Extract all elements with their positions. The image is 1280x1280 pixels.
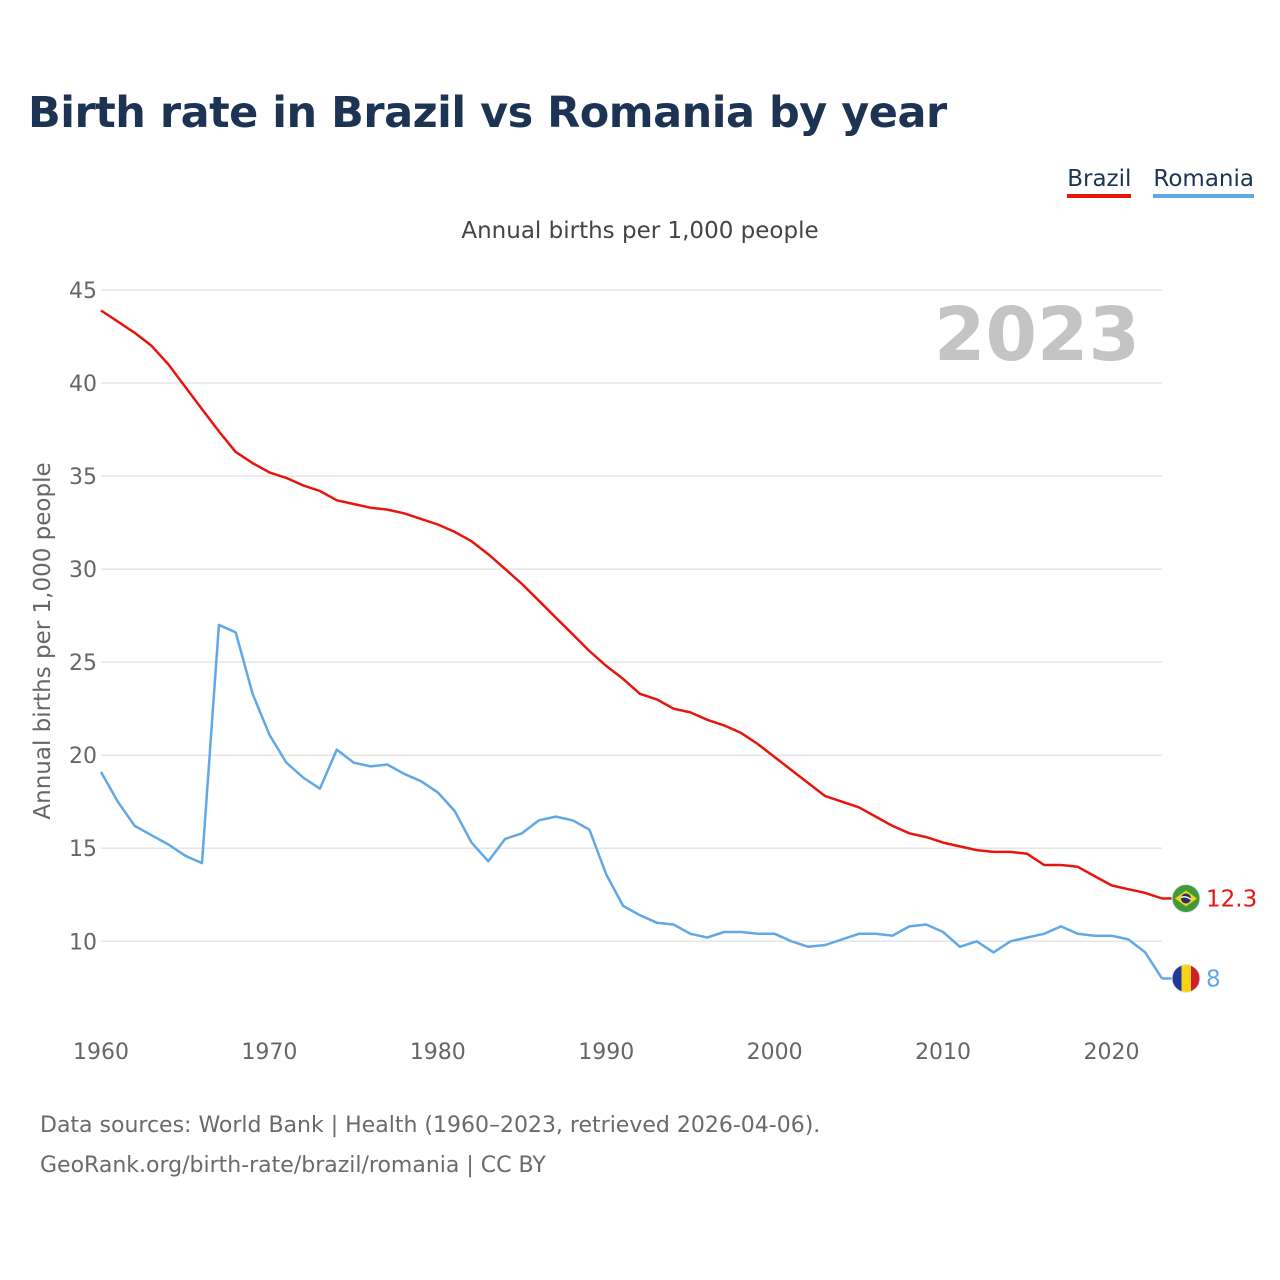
chart-title: Birth rate in Brazil vs Romania by year — [28, 88, 947, 138]
end-value-label-romania: 8 — [1206, 966, 1221, 992]
legend-item-romania[interactable]: Romania — [1153, 166, 1254, 198]
x-tick-label-1990: 1990 — [578, 1040, 634, 1065]
romania-flag-icon — [1171, 963, 1201, 993]
x-tick-label-2020: 2020 — [1083, 1040, 1139, 1065]
legend: Brazil Romania — [1067, 166, 1254, 198]
y-tick-label-15: 15 — [69, 837, 97, 862]
y-tick-label-40: 40 — [69, 372, 97, 397]
series-lines — [99, 309, 1164, 980]
y-axis-ticks: 10 15 20 25 30 35 40 45 — [69, 279, 97, 955]
series-line-brazil[interactable] — [100, 309, 1163, 900]
brazil-flag-icon — [1171, 883, 1201, 913]
year-watermark: 2023 — [934, 292, 1140, 378]
chart-subtitle: Annual births per 1,000 people — [461, 218, 819, 244]
x-tick-label-1960: 1960 — [73, 1040, 129, 1065]
y-axis-label: Annual births per 1,000 people — [30, 462, 56, 819]
y-tick-label-20: 20 — [69, 744, 97, 769]
x-axis-ticks: 1960 1970 1980 1990 2000 2010 2020 — [73, 1040, 1139, 1065]
x-tick-label-1980: 1980 — [410, 1040, 466, 1065]
source-note: Data sources: World Bank | Health (1960–… — [40, 1113, 821, 1138]
legend-item-brazil[interactable]: Brazil — [1067, 166, 1132, 198]
x-tick-label-2000: 2000 — [747, 1040, 803, 1065]
grid-lines — [101, 289, 1162, 943]
series-line-romania[interactable] — [99, 623, 1164, 980]
footer: Data sources: World Bank | Health (1960–… — [40, 1106, 820, 1186]
source-link[interactable]: GeoRank.org/birth-rate/brazil/romania | … — [40, 1153, 546, 1178]
y-tick-label-25: 25 — [69, 651, 97, 676]
x-tick-label-1970: 1970 — [241, 1040, 297, 1065]
end-value-label-brazil: 12.3 — [1206, 886, 1257, 912]
y-tick-label-45: 45 — [69, 279, 97, 304]
x-tick-label-2010: 2010 — [915, 1040, 971, 1065]
y-tick-label-30: 30 — [69, 558, 97, 583]
y-tick-label-35: 35 — [69, 465, 97, 490]
y-tick-label-10: 10 — [69, 930, 97, 955]
series-endpoints: 12.38 — [1162, 883, 1257, 993]
